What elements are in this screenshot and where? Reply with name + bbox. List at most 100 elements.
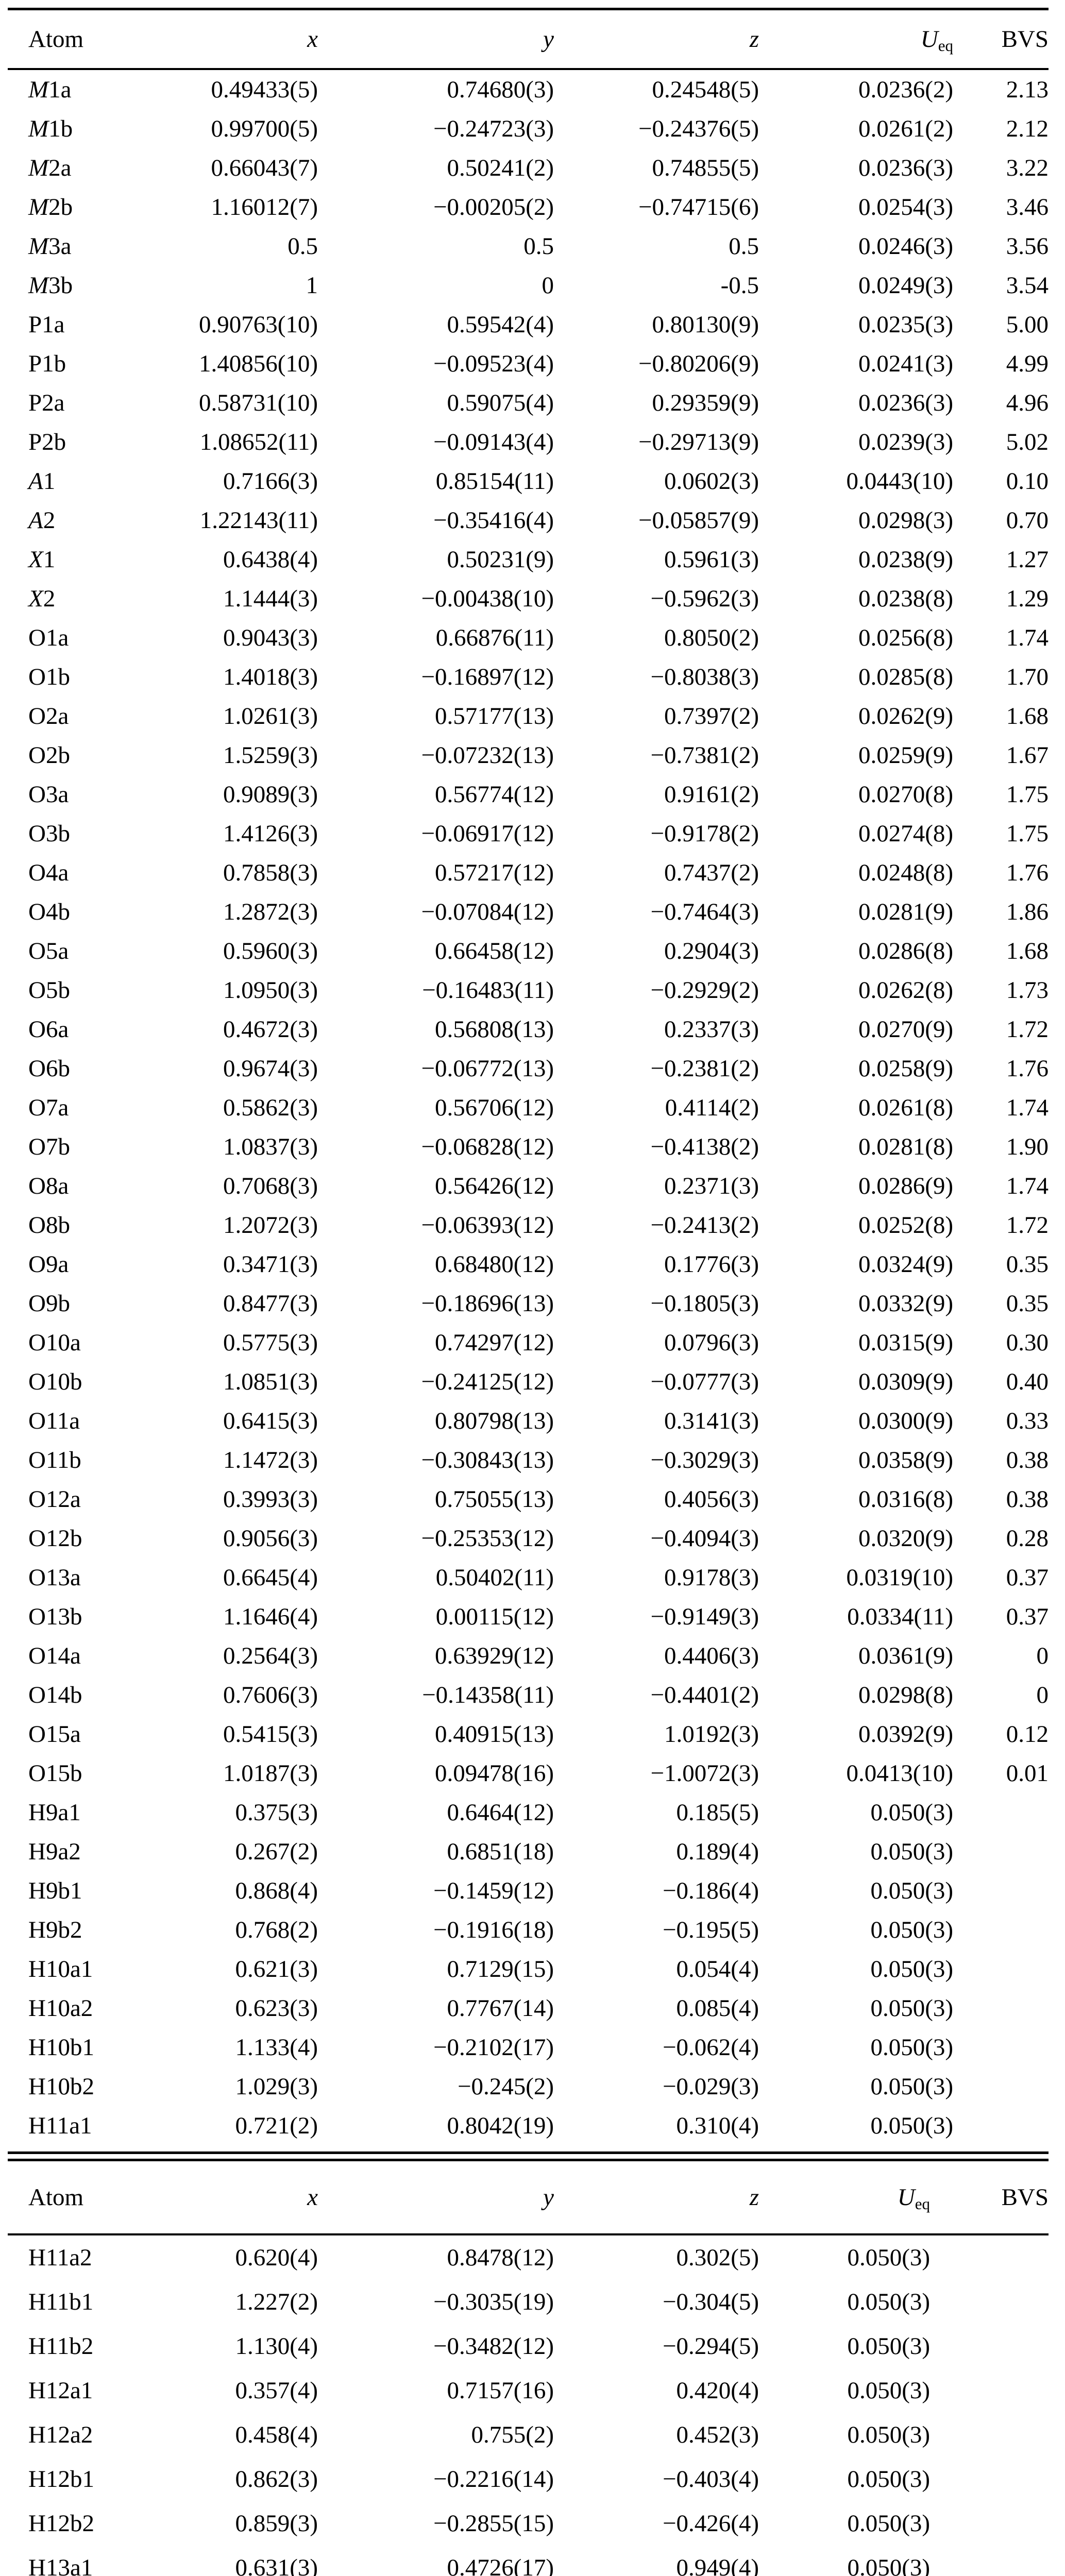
cell-z-coordinate: −0.80206(9) bbox=[638, 350, 759, 377]
col-header-ueq: Ueq bbox=[897, 2184, 930, 2213]
cell-atom-label: O12b bbox=[28, 1525, 82, 1552]
cell-bvs-value: 0 bbox=[1036, 1642, 1049, 1669]
table-row: O8a 0.7068(3) 0.56426(12) 0.2371(3) 0.0286(9… bbox=[8, 1166, 1049, 1206]
cell-z-coordinate: 0.0602(3) bbox=[664, 468, 759, 495]
cell-x-coordinate: 1.08652(11) bbox=[199, 429, 318, 455]
cell-x-coordinate: 1.1444(3) bbox=[223, 585, 318, 612]
cell-ueq-value: 0.0270(9) bbox=[858, 1016, 953, 1043]
cell-y-coordinate: 0.57177(13) bbox=[434, 703, 554, 730]
cell-bvs-value: 5.02 bbox=[1006, 429, 1049, 455]
cell-z-coordinate: −0.2413(2) bbox=[650, 1212, 759, 1239]
cell-y-coordinate: 0.56808(13) bbox=[434, 1016, 554, 1043]
cell-x-coordinate: 0.2564(3) bbox=[223, 1642, 318, 1669]
col-header-z: z bbox=[749, 26, 759, 53]
cell-ueq-value: 0.0361(9) bbox=[858, 1642, 953, 1669]
cell-y-coordinate: 0.74680(3) bbox=[447, 76, 554, 103]
cell-x-coordinate: 1.0851(3) bbox=[223, 1368, 318, 1395]
cell-atom-label: O8a bbox=[28, 1173, 69, 1199]
cell-atom-label: O11b bbox=[28, 1447, 81, 1473]
cell-y-coordinate: 0.7129(15) bbox=[447, 1956, 554, 1982]
table-row: O15a 0.5415(3) 0.40915(13) 1.0192(3) 0.0392(… bbox=[8, 1715, 1049, 1754]
table-row: H9a1 0.375(3) 0.6464(12) 0.185(5) 0.050(3) bbox=[8, 1793, 1049, 1832]
cell-x-coordinate: 0.9089(3) bbox=[223, 781, 318, 808]
cell-ueq-value: 0.050(3) bbox=[870, 2073, 953, 2100]
cell-ueq-value: 0.0238(8) bbox=[858, 585, 953, 612]
cell-x-coordinate: 0.9056(3) bbox=[223, 1525, 318, 1552]
cell-z-coordinate: 0.0796(3) bbox=[664, 1329, 759, 1356]
cell-bvs-value: 0 bbox=[1036, 1682, 1049, 1708]
table-row: H10a1 0.621(3) 0.7129(15) 0.054(4) 0.050(3) bbox=[8, 1950, 1049, 1989]
cell-bvs-value: 0.30 bbox=[1006, 1329, 1049, 1356]
cell-ueq-value: 0.050(3) bbox=[847, 2289, 930, 2315]
cell-atom-label: M2a bbox=[28, 155, 72, 181]
cell-x-coordinate: 0.6438(4) bbox=[223, 546, 318, 573]
cell-x-coordinate: 0.620(4) bbox=[235, 2244, 318, 2271]
cell-y-coordinate: −0.06393(12) bbox=[421, 1212, 554, 1239]
cell-atom-label: H11a2 bbox=[28, 2244, 92, 2271]
cell-z-coordinate: −0.24376(5) bbox=[638, 115, 759, 142]
cell-x-coordinate: 0.721(2) bbox=[235, 2112, 318, 2139]
cell-atom-label: O7b bbox=[28, 1133, 70, 1160]
cell-atom-label: P1b bbox=[28, 350, 66, 377]
cell-bvs-value: 4.96 bbox=[1006, 389, 1049, 416]
cell-atom-label: O13b bbox=[28, 1603, 82, 1630]
table-row: O12b 0.9056(3) −0.25353(12) −0.4094(3) 0.032… bbox=[8, 1519, 1049, 1558]
cell-ueq-value: 0.0281(8) bbox=[858, 1133, 953, 1160]
cell-y-coordinate: 0.8478(12) bbox=[447, 2244, 554, 2271]
table-row: O9b 0.8477(3) −0.18696(13) −0.1805(3) 0.0332… bbox=[8, 1284, 1049, 1323]
cell-bvs-value: 0.12 bbox=[1006, 1721, 1049, 1748]
cell-atom-label: H12b1 bbox=[28, 2466, 94, 2493]
table-row: O5a 0.5960(3) 0.66458(12) 0.2904(3) 0.0286(8… bbox=[8, 931, 1049, 971]
cell-z-coordinate: 0.189(4) bbox=[676, 1838, 759, 1865]
cell-bvs-value: 2.12 bbox=[1006, 115, 1049, 142]
cell-y-coordinate: 0.00115(12) bbox=[435, 1603, 554, 1630]
table-row: H10a2 0.623(3) 0.7767(14) 0.085(4) 0.050(3) bbox=[8, 1989, 1049, 2028]
cell-atom-label: H12a2 bbox=[28, 2421, 93, 2448]
cell-atom-label: O10a bbox=[28, 1329, 81, 1356]
cell-bvs-value: 0.35 bbox=[1006, 1290, 1049, 1317]
table-row: O10a 0.5775(3) 0.74297(12) 0.0796(3) 0.0315(… bbox=[8, 1323, 1049, 1362]
cell-ueq-value: 0.0443(10) bbox=[846, 468, 953, 495]
table-row: M2b 1.16012(7) −0.00205(2) −0.74715(6) 0.025… bbox=[8, 188, 1049, 227]
table-row: O10b 1.0851(3) −0.24125(12) −0.0777(3) 0.030… bbox=[8, 1362, 1049, 1401]
cell-x-coordinate: 0.8477(3) bbox=[223, 1290, 318, 1317]
cell-atom-label: H9a2 bbox=[28, 1838, 81, 1865]
cell-x-coordinate: 1.5259(3) bbox=[223, 742, 318, 769]
col-header-atom: Atom bbox=[28, 2184, 84, 2211]
cell-z-coordinate: 0.80130(9) bbox=[652, 311, 759, 338]
cell-y-coordinate: −0.2102(17) bbox=[433, 2034, 554, 2061]
cell-ueq-value: 0.0298(8) bbox=[858, 1682, 953, 1708]
cell-ueq-value: 0.050(3) bbox=[870, 2112, 953, 2139]
cell-ueq-value: 0.0239(3) bbox=[858, 429, 953, 455]
table-section-2: Atom x y z Ueq BVS H11a2 0.620(4) 0.8478(1… bbox=[8, 2161, 1049, 2576]
cell-y-coordinate: 0.57217(12) bbox=[434, 859, 554, 886]
table-row: O4b 1.2872(3) −0.07084(12) −0.7464(3) 0.0281… bbox=[8, 892, 1049, 931]
cell-y-coordinate: −0.09523(4) bbox=[433, 350, 554, 377]
cell-y-coordinate: −0.3482(12) bbox=[433, 2333, 554, 2360]
cell-z-coordinate: −0.426(4) bbox=[662, 2510, 759, 2537]
cell-y-coordinate: −0.24723(3) bbox=[433, 115, 554, 142]
cell-x-coordinate: 1.2072(3) bbox=[223, 1212, 318, 1239]
cell-x-coordinate: 0.99700(5) bbox=[211, 115, 318, 142]
cell-y-coordinate: 0.56706(12) bbox=[434, 1094, 554, 1121]
cell-ueq-value: 0.0358(9) bbox=[858, 1447, 953, 1473]
cell-y-coordinate: −0.07084(12) bbox=[421, 899, 554, 925]
cell-x-coordinate: 1.2872(3) bbox=[223, 899, 318, 925]
table-row: O15b 1.0187(3) 0.09478(16) −1.0072(3) 0.0413… bbox=[8, 1754, 1049, 1793]
cell-y-coordinate: −0.25353(12) bbox=[421, 1525, 554, 1552]
table-row: P1a 0.90763(10) 0.59542(4) 0.80130(9) 0.0235… bbox=[8, 305, 1049, 344]
cell-bvs-value: 0.70 bbox=[1006, 507, 1049, 534]
cell-z-coordinate: 0.4114(2) bbox=[665, 1094, 759, 1121]
cell-atom-label: H10b1 bbox=[28, 2034, 94, 2061]
table-row: H12b2 0.859(3) −0.2855(15) −0.426(4) 0.050(3… bbox=[8, 2501, 1049, 2546]
cell-z-coordinate: 0.452(3) bbox=[676, 2421, 759, 2448]
cell-x-coordinate: 0.458(4) bbox=[235, 2421, 318, 2448]
cell-x-coordinate: 0.5862(3) bbox=[223, 1094, 318, 1121]
table-row: O2b 1.5259(3) −0.07232(13) −0.7381(2) 0.0259… bbox=[8, 736, 1049, 775]
table-row: H12a2 0.458(4) 0.755(2) 0.452(3) 0.050(3) bbox=[8, 2413, 1049, 2457]
cell-z-coordinate: −0.9149(3) bbox=[650, 1603, 759, 1630]
table-row: O11a 0.6415(3) 0.80798(13) 0.3141(3) 0.0300(… bbox=[8, 1401, 1049, 1440]
cell-x-coordinate: 1.4126(3) bbox=[223, 820, 318, 847]
cell-bvs-value: 1.74 bbox=[1006, 1173, 1049, 1199]
cell-atom-label: X2 bbox=[28, 585, 56, 612]
